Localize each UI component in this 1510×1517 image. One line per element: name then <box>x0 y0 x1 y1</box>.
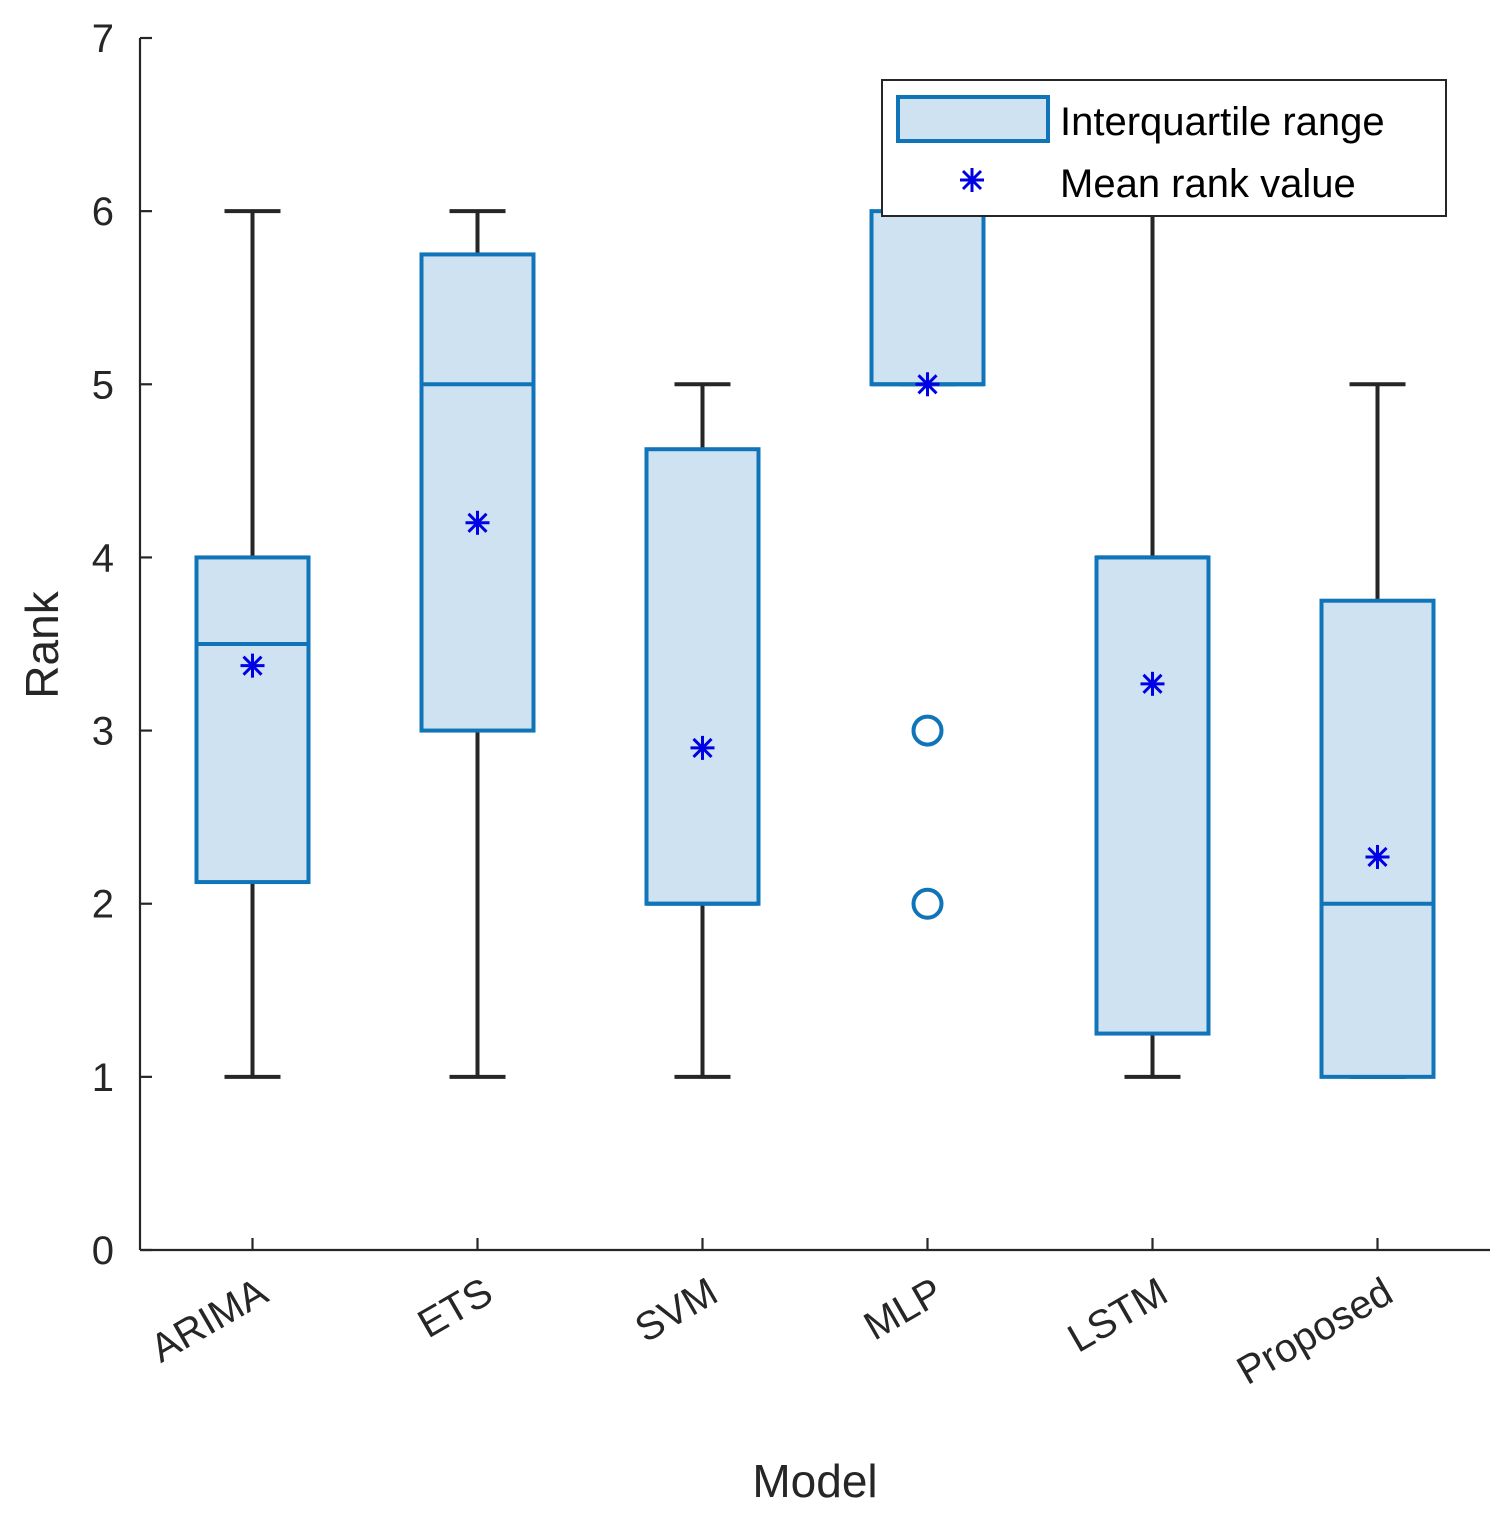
mean-marker-stroke <box>692 737 713 758</box>
mean-marker <box>690 735 715 760</box>
legend-mean-label: Mean rank value <box>1060 162 1356 206</box>
y-tick-label: 2 <box>92 883 114 927</box>
x-tick-label: Proposed <box>1230 1270 1400 1394</box>
x-tick-label: ARIMA <box>143 1270 275 1372</box>
y-axis-label: Rank <box>16 590 68 698</box>
iqr-box <box>1319 598 1436 1079</box>
mean-marker <box>240 653 265 678</box>
iqr-box <box>194 555 311 885</box>
outlier-point <box>911 714 944 747</box>
mean-marker <box>915 372 940 397</box>
box-group-lstm <box>1094 209 1211 1079</box>
y-tick-label: 7 <box>92 17 114 61</box>
mean-marker-stroke <box>1367 846 1388 868</box>
x-tick-label: LSTM <box>1061 1270 1175 1361</box>
legend-mean-marker <box>960 168 984 192</box>
iqr-box <box>419 252 536 733</box>
mean-marker <box>1365 844 1390 869</box>
box-group-arima <box>194 209 311 1079</box>
y-tick-label: 0 <box>92 1229 114 1273</box>
mean-marker <box>465 510 490 535</box>
y-tick-label: 6 <box>92 190 114 234</box>
iqr-box <box>1094 555 1211 1036</box>
y-tick-label: 4 <box>92 536 114 580</box>
iqr-box <box>869 209 986 387</box>
x-tick-label: MLP <box>857 1270 950 1349</box>
axes-layer <box>138 38 1490 1252</box>
mean-marker-stroke <box>1142 673 1163 694</box>
x-axis-label: Model <box>752 1455 877 1507</box>
box-group-mlp <box>869 209 986 920</box>
iqr-box <box>644 447 761 906</box>
box-group-svm <box>644 382 761 1079</box>
box-group-proposed <box>1319 382 1436 1079</box>
mean-marker-stroke <box>467 512 488 533</box>
mean-marker-stroke <box>242 655 263 676</box>
legend-iqr-label: Interquartile range <box>1060 100 1385 144</box>
mean-marker <box>1140 671 1165 696</box>
y-tick-label: 5 <box>92 363 114 407</box>
outlier-point <box>911 887 944 920</box>
boxes-layer <box>194 209 1436 1079</box>
y-tick-label: 1 <box>92 1056 114 1100</box>
mean-marker-stroke <box>917 374 938 395</box>
x-tick-label: ETS <box>411 1270 500 1347</box>
box-group-ets <box>419 209 536 1079</box>
x-tick-label: SVM <box>628 1270 725 1351</box>
legend-iqr-swatch <box>896 95 1050 143</box>
legend: Interquartile range Mean rank value <box>881 79 1447 217</box>
y-tick-label: 3 <box>92 710 114 754</box>
